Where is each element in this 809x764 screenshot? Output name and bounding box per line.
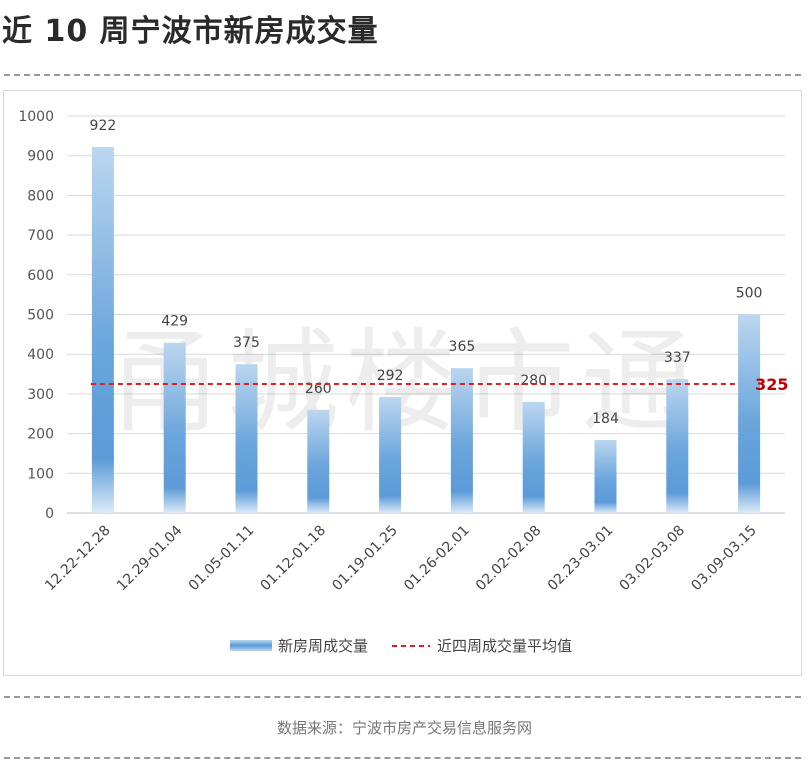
- bar: [163, 342, 186, 513]
- data-label: 184: [592, 411, 619, 427]
- average-line-label: 325: [755, 375, 788, 394]
- data-label: 922: [90, 118, 117, 134]
- bar: [522, 401, 545, 513]
- bar: [738, 314, 761, 513]
- bar: [666, 379, 689, 513]
- watermark-text: 甬城楼市通: [109, 318, 699, 448]
- y-tick-label: 600: [27, 268, 54, 284]
- data-label: 292: [377, 368, 404, 384]
- chart-legend: 新房周成交量 近四周成交量平均值: [230, 637, 572, 655]
- x-tick-label: 02.02-02.08: [473, 523, 545, 595]
- bar: [307, 409, 330, 513]
- y-tick-label: 100: [27, 466, 54, 482]
- y-tick-label: 500: [27, 308, 54, 324]
- bottom-divider-bottom: [4, 757, 801, 759]
- page-title: 近 10 周宁波市新房成交量: [2, 14, 379, 49]
- x-tick-label: 01.05-01.11: [186, 523, 258, 595]
- x-tick-label: 03.09-03.15: [688, 523, 760, 595]
- x-tick-label: 12.22-12.28: [42, 523, 114, 595]
- data-label: 337: [664, 350, 691, 366]
- data-label: 500: [736, 286, 763, 302]
- data-label: 375: [233, 335, 260, 351]
- bottom-divider-top: [4, 696, 801, 698]
- x-tick-label: 03.02-03.08: [617, 523, 689, 595]
- data-source: 数据来源：宁波市房产交易信息服务网: [276, 719, 532, 737]
- data-label: 280: [520, 373, 547, 389]
- x-tick-label: 12.29-01.04: [114, 522, 186, 594]
- x-tick-label: 01.26-02.01: [401, 523, 473, 595]
- x-tick-label: 02.23-03.01: [545, 523, 617, 595]
- y-tick-label: 300: [27, 387, 54, 403]
- y-tick-label: 400: [27, 347, 54, 363]
- bar: [450, 368, 473, 513]
- y-tick-label: 0: [45, 506, 54, 522]
- x-tick-label: 01.12-01.18: [258, 523, 330, 595]
- bar: [379, 397, 402, 513]
- legend-label-average: 近四周成交量平均值: [437, 637, 572, 655]
- x-tick-label: 01.19-01.25: [329, 523, 401, 595]
- legend-label-bar: 新房周成交量: [278, 637, 368, 655]
- bar: [235, 364, 258, 513]
- legend-swatch-bar: [230, 640, 272, 651]
- chart-frame: 甬城楼市通 922 429 375 260 292 365 280 184 337 500 325…: [3, 90, 802, 676]
- top-divider: [4, 74, 801, 76]
- y-tick-label: 200: [27, 427, 54, 443]
- y-tick-label: 900: [27, 149, 54, 165]
- y-tick-label: 800: [27, 188, 54, 204]
- data-label: 365: [449, 339, 476, 355]
- bar: [91, 146, 114, 513]
- y-tick-label: 1000: [18, 109, 54, 125]
- bar: [594, 439, 617, 513]
- data-label: 429: [161, 314, 188, 330]
- y-tick-label: 700: [27, 228, 54, 244]
